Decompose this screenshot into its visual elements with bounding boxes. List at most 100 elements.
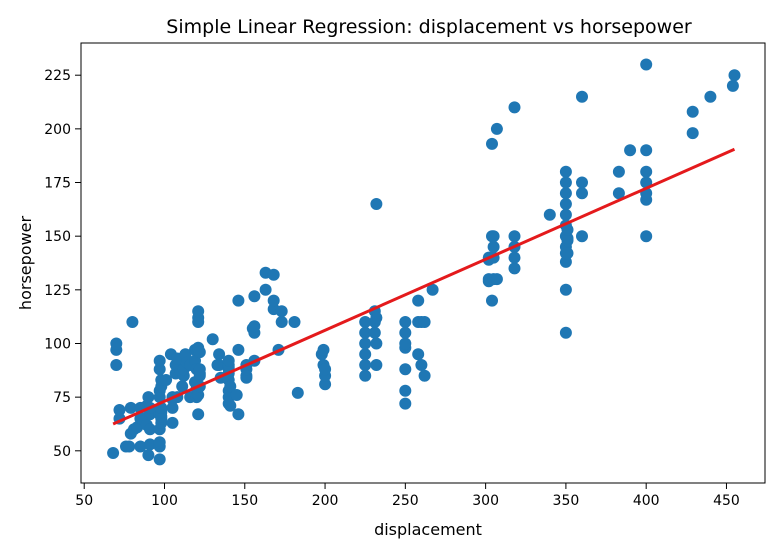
data-point [368,326,381,339]
data-point [640,165,653,178]
data-point [508,251,521,264]
data-point [559,187,572,200]
y-tick-label: 175 [44,176,71,192]
data-point [248,290,261,303]
points-layer [107,58,741,466]
data-point [359,326,372,339]
data-point [291,386,304,399]
data-point [288,316,301,328]
data-point [267,268,280,281]
data-point [559,208,572,221]
data-point [543,208,556,221]
data-point [576,230,588,243]
data-point [728,69,741,82]
data-point [142,449,155,462]
y-tick-label: 150 [44,229,71,245]
x-tick-label: 250 [392,493,419,509]
data-point [399,337,412,350]
data-point [418,316,431,328]
data-point [144,423,156,436]
data-point [370,198,383,210]
x-tick-label: 50 [75,493,93,509]
data-point [232,294,245,307]
data-point [144,438,156,451]
data-point [153,354,166,367]
data-point [224,380,237,393]
x-axis: 50 100 150 200 250 300 350 400 450 [75,483,740,509]
data-point [166,401,179,414]
y-tick-label: 200 [44,122,71,138]
data-point [193,363,206,376]
data-point [561,232,574,245]
regression-line [112,147,736,426]
y-tick-label: 125 [44,283,71,299]
x-tick-label: 450 [713,493,740,509]
data-point [153,363,166,376]
data-point [113,404,126,416]
data-point [192,305,205,318]
data-point [399,384,412,397]
data-point [559,176,572,189]
data-point [359,369,372,382]
data-point [134,440,147,453]
data-point [359,316,372,328]
data-point [418,369,431,382]
data-point [704,90,717,103]
data-point [399,316,412,328]
data-point [166,416,179,429]
data-point [319,378,332,391]
x-tick-label: 400 [633,493,660,509]
data-point [399,326,412,339]
data-point [640,144,653,157]
data-point [224,399,237,412]
data-point [486,137,498,150]
y-tick-label: 100 [44,336,71,352]
data-point [686,105,699,118]
data-point [359,359,372,371]
data-point [126,316,139,328]
data-point [640,58,653,71]
y-tick-label: 75 [53,390,71,406]
data-point [370,311,383,324]
data-point [232,408,245,421]
data-point [412,348,425,361]
data-point [412,294,425,307]
data-point [487,240,500,253]
data-point [319,363,332,376]
y-tick-label: 50 [53,444,71,460]
data-point [230,389,243,401]
data-point [490,122,503,135]
data-point [222,354,235,367]
data-point [561,223,574,236]
data-point [213,359,226,371]
data-point [508,230,521,243]
x-tick-label: 100 [151,493,178,509]
data-point [153,436,166,449]
data-point [160,374,173,386]
data-point [370,337,383,350]
data-point [559,326,572,339]
x-tick-label: 350 [553,493,580,509]
data-point [124,401,137,414]
y-axis: 50 75 100 125 150 175 200 225 [44,68,81,460]
data-point [486,294,498,307]
data-point [686,127,699,140]
y-axis-label: horsepower [16,216,35,311]
data-point [275,305,288,318]
data-point [624,144,637,157]
data-point [267,294,280,307]
data-point [110,359,123,371]
data-point [232,343,245,356]
data-point [726,79,739,92]
data-point [426,283,439,296]
data-point [317,343,330,356]
data-point [176,380,189,393]
data-point [206,333,219,346]
data-point [415,359,428,371]
plot-frame [80,42,766,484]
data-point [248,320,261,333]
chart-title: Simple Linear Regression: displacement v… [166,16,692,38]
data-point [640,230,653,243]
data-point [612,165,625,178]
